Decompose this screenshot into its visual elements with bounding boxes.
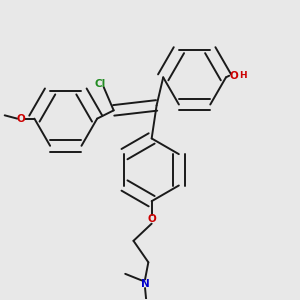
Text: N: N	[141, 279, 149, 289]
Text: O: O	[230, 71, 239, 81]
Text: Cl: Cl	[95, 79, 106, 89]
Text: O: O	[17, 114, 26, 124]
Text: O: O	[147, 214, 156, 224]
Text: H: H	[239, 70, 247, 80]
